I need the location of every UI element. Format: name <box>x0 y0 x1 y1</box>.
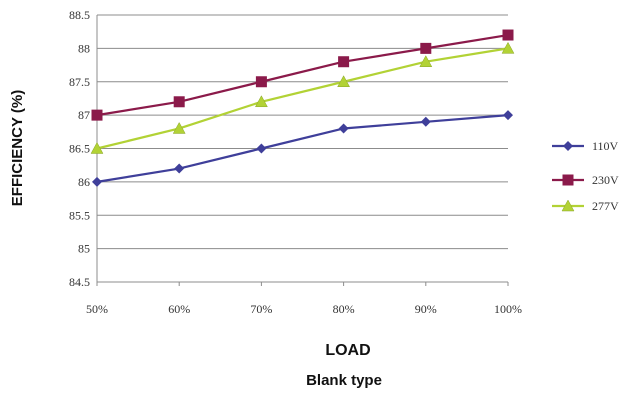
legend-marker <box>563 141 573 151</box>
legend: 110V 230V 277V <box>552 139 619 213</box>
data-point <box>338 123 349 134</box>
y-tick-labels: 84.5 85 85.5 86 86.5 87 87.5 88 88.5 <box>69 8 90 289</box>
data-point <box>174 163 185 174</box>
data-point <box>256 143 267 154</box>
legend-label: 277V <box>592 199 619 213</box>
data-point <box>420 42 432 54</box>
y-tick-label: 86.5 <box>69 142 90 156</box>
y-tick-label: 88.5 <box>69 8 90 22</box>
data-point <box>338 56 350 68</box>
y-tick-label: 84.5 <box>69 275 90 289</box>
data-point <box>172 121 186 134</box>
series-277V <box>90 41 515 154</box>
data-point <box>420 116 431 127</box>
y-tick-label: 85 <box>78 242 90 256</box>
legend-item: 110V <box>552 139 619 153</box>
data-point <box>92 176 102 187</box>
data-point <box>91 109 103 121</box>
data-point <box>90 141 104 154</box>
y-tick-label: 86 <box>78 175 90 189</box>
x-tick-label: 70% <box>250 302 272 316</box>
data-point <box>419 55 433 67</box>
y-tick-label: 87.5 <box>69 75 90 89</box>
series-line <box>96 47 509 150</box>
x-tick-label: 100% <box>494 302 522 316</box>
data-point <box>503 110 513 121</box>
data-point <box>254 95 268 108</box>
y-tick-label: 85.5 <box>69 208 90 222</box>
data-point <box>173 96 185 108</box>
y-tick-label: 88 <box>78 41 90 55</box>
x-tick-labels: 50% 60% 70% 80% 90% 100% <box>86 302 522 316</box>
data-point <box>255 76 267 88</box>
x-tick-label: 60% <box>168 302 190 316</box>
legend-label: 110V <box>592 139 619 153</box>
series-line <box>96 33 509 117</box>
x-axis-title: LOAD <box>325 342 370 359</box>
data-point <box>502 29 514 41</box>
data-point <box>337 75 351 87</box>
legend-label: 230V <box>592 173 619 187</box>
y-tick-label: 87 <box>78 108 90 122</box>
y-axis-title: EFFICIENCY (%) <box>9 90 26 206</box>
series-lines <box>90 29 515 187</box>
legend-marker <box>561 199 575 212</box>
x-tick-label: 90% <box>415 302 437 316</box>
legend-item: 277V <box>552 199 619 213</box>
data-point <box>501 41 515 54</box>
series-110V <box>92 110 513 187</box>
chart-caption: Blank type <box>306 372 382 389</box>
x-tick-label: 80% <box>333 302 355 316</box>
gridlines <box>96 14 509 286</box>
legend-item: 230V <box>552 173 619 187</box>
series-230V <box>91 29 514 121</box>
series-line <box>96 114 509 183</box>
legend-marker <box>562 174 574 186</box>
x-tick-label: 50% <box>86 302 108 316</box>
